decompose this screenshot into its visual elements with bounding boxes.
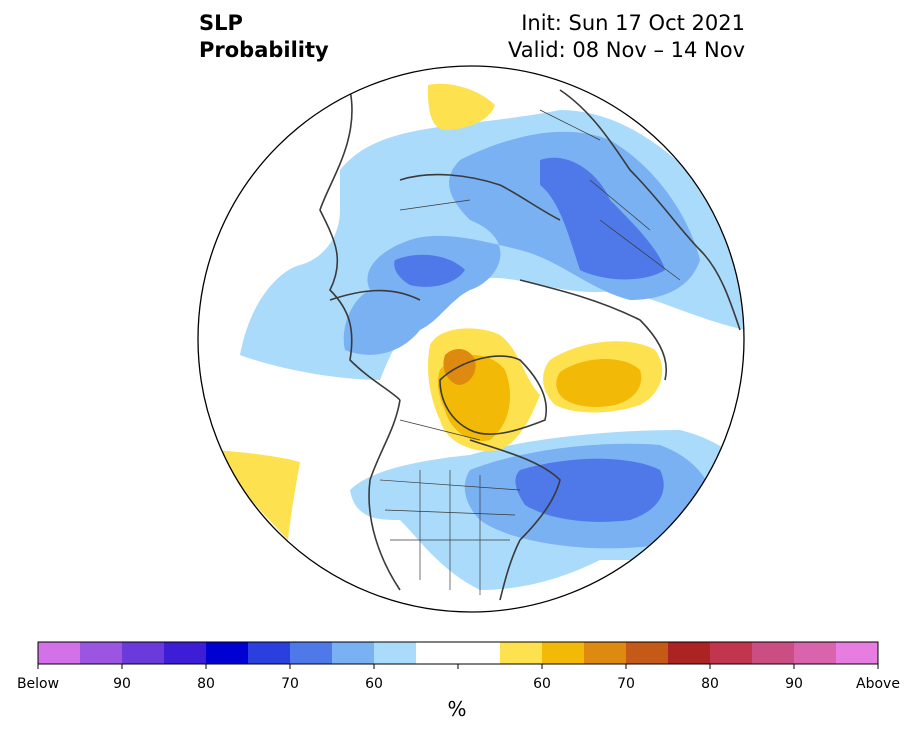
colorbar-tick-label: 90 bbox=[785, 676, 803, 692]
colorbar-cell bbox=[500, 642, 543, 664]
forecast-dates: Init: Sun 17 Oct 2021 Valid: 08 Nov – 14… bbox=[508, 10, 745, 64]
colorbar-cell bbox=[836, 642, 879, 664]
colorbar-cell bbox=[416, 642, 459, 664]
colorbar-cell bbox=[248, 642, 291, 664]
below-normal-region-europe-dark bbox=[394, 254, 465, 287]
map-boundary bbox=[197, 65, 745, 613]
colorbar-tick-label: 70 bbox=[617, 676, 635, 692]
colorbar-cell bbox=[374, 642, 417, 664]
colorbar-tick-label: 60 bbox=[365, 676, 383, 692]
above-normal-region-pacific bbox=[215, 450, 300, 540]
colorbar-ticks: Below 90 80 70 60 60 70 80 90 Above bbox=[17, 664, 900, 692]
init-date: Init: Sun 17 Oct 2021 bbox=[521, 11, 745, 35]
colorbar-cell bbox=[332, 642, 375, 664]
colorbar-cells bbox=[38, 642, 879, 664]
colorbar-cell bbox=[710, 642, 753, 664]
probability-field bbox=[198, 66, 744, 612]
colorbar-cell bbox=[626, 642, 669, 664]
title-product: Probability bbox=[199, 38, 329, 62]
colorbar-tick-label: 90 bbox=[113, 676, 131, 692]
colorbar-cell bbox=[290, 642, 333, 664]
colorbar-cell bbox=[752, 642, 795, 664]
map-title: SLP Probability bbox=[199, 10, 329, 64]
below-normal-region-mid bbox=[343, 131, 700, 355]
colorbar-cell bbox=[668, 642, 711, 664]
colorbar-tick-label: 60 bbox=[533, 676, 551, 692]
colorbar-cell bbox=[164, 642, 207, 664]
colorbar-cell bbox=[38, 642, 81, 664]
colorbar-cell bbox=[206, 642, 249, 664]
colorbar-tick-label: 80 bbox=[197, 676, 215, 692]
below-normal-region-dark bbox=[540, 157, 665, 280]
colorbar-cell bbox=[122, 642, 165, 664]
above-normal-region-atlantic-mid bbox=[556, 358, 642, 407]
colorbar-tick-label: Below bbox=[17, 676, 59, 692]
colorbar-unit: % bbox=[447, 697, 466, 721]
title-variable: SLP bbox=[199, 11, 243, 35]
above-normal-region-siberia bbox=[427, 83, 495, 131]
colorbar-cell bbox=[584, 642, 627, 664]
colorbar-cell bbox=[542, 642, 585, 664]
colorbar-cell bbox=[458, 642, 501, 664]
colorbar-cell bbox=[80, 642, 123, 664]
valid-range: Valid: 08 Nov – 14 Nov bbox=[508, 38, 745, 62]
polar-map bbox=[197, 65, 745, 613]
political-borders bbox=[379, 109, 681, 595]
colorbar-tick-label: 80 bbox=[701, 676, 719, 692]
coastlines bbox=[319, 89, 741, 601]
colorbar-tick-label: Above bbox=[856, 676, 900, 692]
colorbar-tick-label: 70 bbox=[281, 676, 299, 692]
colorbar-cell bbox=[794, 642, 837, 664]
